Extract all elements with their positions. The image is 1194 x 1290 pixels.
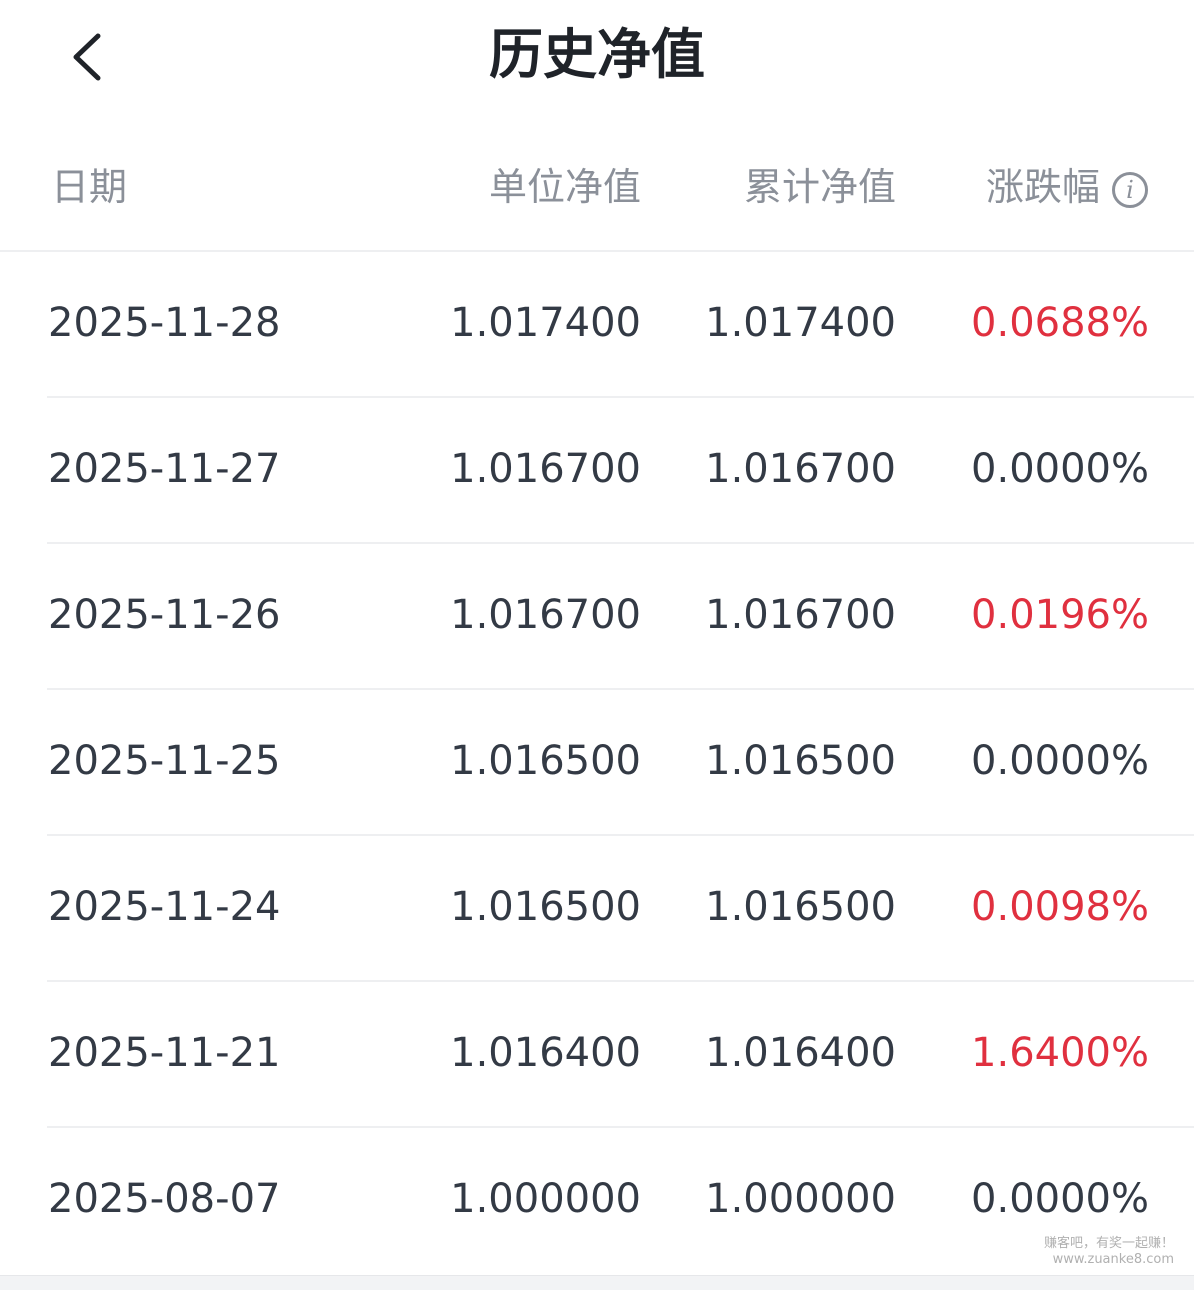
cell-unit-nav: 1.016500: [450, 738, 641, 784]
cell-change: 1.6400%: [971, 1030, 1149, 1076]
page-title: 历史净值: [489, 23, 705, 86]
cell-unit-nav: 1.016700: [450, 446, 641, 492]
table-row[interactable]: 2025-11-27 1.016700 1.016700 0.0000%: [47, 398, 1194, 544]
cell-date: 2025-11-24: [48, 884, 281, 930]
table-row[interactable]: 2025-11-24 1.016500 1.016500 0.0098%: [47, 836, 1194, 982]
cell-acc-nav: 1.016700: [705, 592, 896, 638]
cell-date: 2025-11-25: [48, 738, 281, 784]
cell-unit-nav: 1.017400: [450, 300, 641, 346]
column-header-change-label: 涨跌幅: [985, 165, 1100, 209]
cell-acc-nav: 1.016500: [705, 884, 896, 930]
table-row[interactable]: 2025-11-28 1.017400 1.017400 0.0688%: [47, 252, 1194, 398]
table-row[interactable]: 2025-11-21 1.016400 1.016400 1.6400%: [47, 982, 1194, 1128]
info-icon[interactable]: i: [1112, 171, 1148, 208]
cell-date: 2025-11-27: [48, 446, 281, 492]
cell-date: 2025-11-28: [48, 300, 281, 346]
cell-acc-nav: 1.016500: [705, 738, 896, 784]
cell-acc-nav: 1.017400: [705, 300, 896, 346]
cell-date: 2025-11-26: [48, 592, 281, 638]
column-header-unit-nav: 单位净值: [488, 165, 641, 209]
cell-unit-nav: 1.016400: [450, 1030, 641, 1076]
table-header: 日期 单位净值 累计净值 涨跌幅 i: [0, 150, 1194, 252]
cell-unit-nav: 1.000000: [450, 1176, 641, 1222]
column-header-date: 日期: [51, 165, 128, 209]
top-bar: 历史净值: [0, 0, 1194, 115]
column-header-change: 涨跌幅 i: [986, 162, 1148, 212]
cell-acc-nav: 1.016700: [705, 446, 896, 492]
cell-change: 0.0000%: [971, 738, 1149, 784]
table-row[interactable]: 2025-08-07 1.000000 1.000000 0.0000%: [47, 1128, 1194, 1272]
cell-change: 0.0196%: [971, 592, 1149, 638]
table-row[interactable]: 2025-11-26 1.016700 1.016700 0.0196%: [47, 544, 1194, 690]
chevron-left-icon: [73, 33, 101, 81]
cell-change: 0.0000%: [971, 446, 1149, 492]
cell-change: 0.0098%: [971, 884, 1149, 930]
cell-change: 0.0000%: [971, 1176, 1149, 1222]
column-header-acc-nav: 累计净值: [743, 165, 896, 209]
bottom-bar: [0, 1275, 1194, 1290]
cell-acc-nav: 1.016400: [705, 1030, 896, 1076]
cell-date: 2025-11-21: [48, 1030, 281, 1076]
cell-date: 2025-08-07: [48, 1176, 281, 1222]
back-button[interactable]: [60, 22, 120, 92]
nav-table-body: 2025-11-28 1.017400 1.017400 0.0688% 2025-11…: [0, 252, 1194, 1272]
cell-unit-nav: 1.016700: [450, 592, 641, 638]
table-row[interactable]: 2025-11-25 1.016500 1.016500 0.0000%: [47, 690, 1194, 836]
cell-acc-nav: 1.000000: [705, 1176, 896, 1222]
cell-unit-nav: 1.016500: [450, 884, 641, 930]
cell-change: 0.0688%: [971, 300, 1149, 346]
